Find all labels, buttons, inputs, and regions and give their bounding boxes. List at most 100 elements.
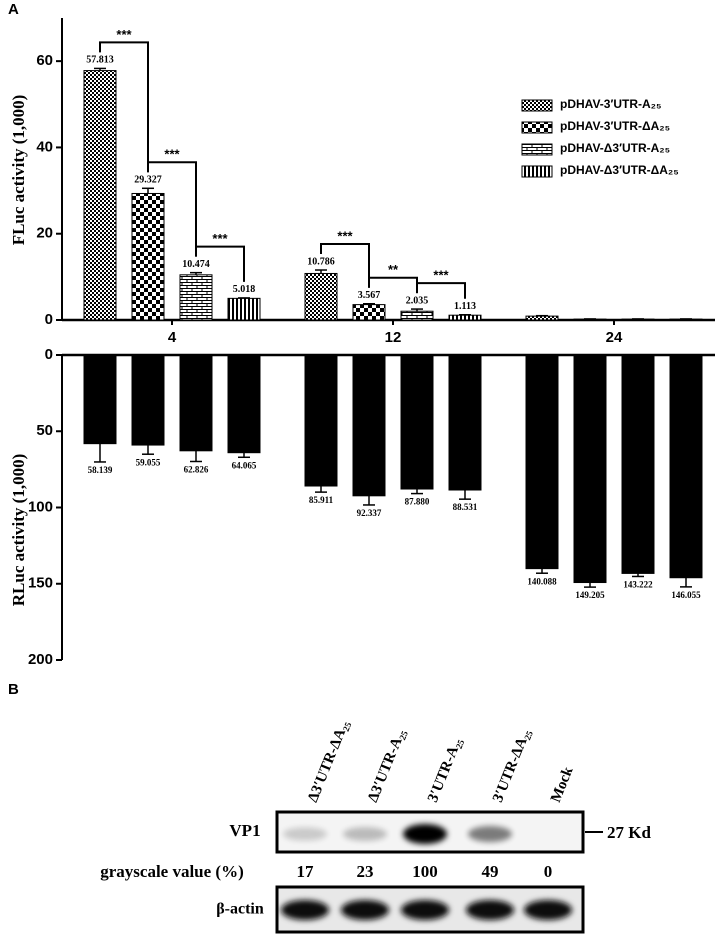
value-label: 29.327 <box>134 175 162 186</box>
value-label: 143.222 <box>623 580 653 590</box>
value-label: 5.018 <box>233 284 256 295</box>
bar <box>304 354 338 487</box>
legend-label: pDHAV-Δ3′UTR-A₂₅ <box>560 141 670 155</box>
significance-bracket <box>195 245 245 282</box>
legend-swatch <box>521 143 553 156</box>
value-label: 57.813 <box>86 55 114 66</box>
y-tick-label: 0 <box>45 311 53 328</box>
significance-bracket <box>147 161 197 257</box>
value-label: 62.826 <box>184 465 209 475</box>
lane-label: Mock <box>548 764 577 805</box>
x-tick-label: 12 <box>385 329 402 346</box>
y-tick-label: 60 <box>36 52 53 69</box>
value-label: 64.065 <box>232 460 257 470</box>
lane-label: Δ3′UTR-ΔA₂₅ <box>305 718 353 805</box>
grayscale-value: 0 <box>544 862 553 881</box>
y-axis-title: FLuc activity (1,000) <box>9 95 28 246</box>
y-tick-label: 50 <box>36 422 53 439</box>
bar <box>179 354 213 452</box>
significance-label: *** <box>337 228 353 243</box>
bar <box>83 354 117 445</box>
lane-label: 3′UTR-A₂₅ <box>425 735 466 805</box>
value-label: 88.531 <box>453 502 478 512</box>
actin-band <box>524 900 572 920</box>
value-label: 10.474 <box>182 259 210 270</box>
grayscale-value: 23 <box>357 862 374 881</box>
value-label: 87.880 <box>405 497 430 507</box>
blot-box <box>275 810 585 854</box>
value-label: 2.035 <box>406 295 429 306</box>
legend-swatch <box>521 165 553 178</box>
bar <box>448 314 482 321</box>
panel-label: A <box>8 1 19 18</box>
grayscale-label: grayscale value (%) <box>100 862 244 881</box>
value-label: 92.337 <box>357 508 382 518</box>
legend-swatch <box>521 121 553 134</box>
value-label: 59.055 <box>136 457 161 467</box>
significance-bracket <box>99 41 149 173</box>
grayscale-value: 100 <box>412 862 438 881</box>
band-label: VP1 <box>229 821 260 840</box>
value-label: 3.567 <box>358 290 381 301</box>
y-tick-label: 20 <box>36 225 53 242</box>
significance-label: *** <box>433 268 449 283</box>
value-label: 58.139 <box>88 465 113 475</box>
value-label: 146.055 <box>671 590 701 600</box>
bar <box>448 354 482 491</box>
lane-label: 3′UTR-ΔA₂₅ <box>490 726 534 804</box>
lane-label: Δ3′UTR-A₂₅ <box>365 726 409 804</box>
grayscale-value: 49 <box>482 862 499 881</box>
significance-bracket <box>320 243 370 288</box>
legend-label: pDHAV-3′UTR-A₂₅ <box>560 97 661 111</box>
bar <box>131 192 165 321</box>
bar <box>304 272 338 321</box>
bar <box>621 354 655 574</box>
significance-label: ** <box>388 262 399 277</box>
significance-bracket <box>416 282 466 299</box>
value-label: 1.113 <box>454 301 476 312</box>
significance-label: *** <box>212 231 228 246</box>
legend-label: pDHAV-3′UTR-ΔA₂₅ <box>560 119 670 133</box>
panel-label: B <box>8 681 19 698</box>
y-tick-label: 0 <box>45 346 53 363</box>
actin-band <box>466 900 514 920</box>
value-label: 149.205 <box>575 590 605 600</box>
actin-band <box>341 900 389 920</box>
marker-label: 27 Kd <box>607 823 651 842</box>
legend-swatch <box>521 99 553 112</box>
actin-band <box>401 900 449 920</box>
bar <box>83 70 117 321</box>
bar <box>669 354 703 579</box>
grayscale-value: 17 <box>297 862 315 881</box>
bar <box>525 354 559 570</box>
bar <box>179 274 213 321</box>
bar <box>400 310 434 321</box>
band-label: β-actin <box>216 901 264 918</box>
bar <box>227 354 261 454</box>
value-label: 10.786 <box>307 256 335 267</box>
vp1-band <box>403 824 447 844</box>
bar <box>400 354 434 490</box>
bar <box>352 354 386 497</box>
significance-label: *** <box>164 147 180 162</box>
bar <box>227 297 261 321</box>
x-tick-label: 24 <box>606 329 623 346</box>
legend-label: pDHAV-Δ3′UTR-ΔA₂₅ <box>560 163 679 177</box>
bar <box>131 354 165 446</box>
bar <box>352 304 386 321</box>
y-tick-label: 40 <box>36 138 53 155</box>
vp1-band <box>283 827 327 841</box>
vp1-band <box>343 827 387 841</box>
y-axis-title: RLuc activity (1,000) <box>9 454 28 607</box>
vp1-band <box>468 826 512 842</box>
bar <box>573 354 607 584</box>
y-tick-label: 200 <box>28 651 53 668</box>
actin-band <box>281 900 329 920</box>
y-tick-label: 150 <box>28 575 53 592</box>
x-tick-label: 4 <box>168 329 177 346</box>
bar <box>525 315 559 321</box>
value-label: 85.911 <box>309 495 334 505</box>
significance-label: *** <box>116 27 132 42</box>
